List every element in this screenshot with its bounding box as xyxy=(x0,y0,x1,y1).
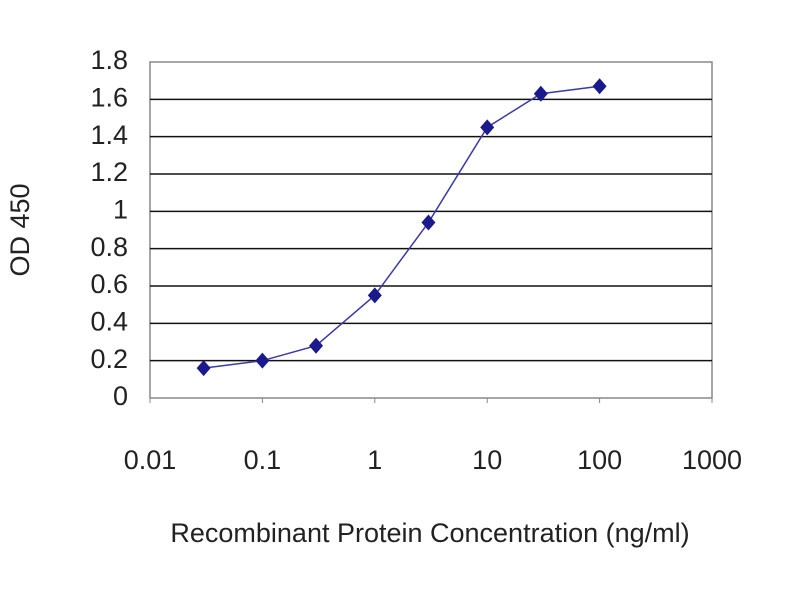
y-tick-label: 0.4 xyxy=(90,306,128,336)
x-tick-label: 0.01 xyxy=(124,445,177,475)
y-tick-label: 0.8 xyxy=(90,232,128,262)
data-point xyxy=(592,78,607,95)
x-tick-label: 1 xyxy=(367,445,382,475)
data-point xyxy=(196,360,211,377)
y-axis-label: OD 450 xyxy=(5,183,35,276)
data-point xyxy=(480,119,495,136)
y-tick-label: 0.6 xyxy=(90,269,128,299)
data-point xyxy=(309,337,324,354)
x-tick-label: 100 xyxy=(577,445,622,475)
x-axis-label: Recombinant Protein Concentration (ng/ml… xyxy=(170,518,689,548)
data-point xyxy=(533,85,548,102)
data-point xyxy=(421,214,436,231)
data-point xyxy=(367,287,382,304)
x-tick-label: 0.1 xyxy=(244,445,282,475)
y-tick-label: 1.4 xyxy=(90,120,128,150)
plot-area xyxy=(149,61,713,399)
x-tick-label: 10 xyxy=(472,445,502,475)
y-tick-label: 0.2 xyxy=(90,344,128,374)
y-tick-label: 0 xyxy=(113,381,128,411)
data-point xyxy=(255,352,270,369)
y-tick-label: 1.6 xyxy=(90,82,128,112)
y-tick-label: 1.2 xyxy=(90,157,128,187)
y-tick-label: 1 xyxy=(113,194,128,224)
x-tick-label: 1000 xyxy=(682,445,742,475)
series-line xyxy=(203,85,600,369)
y-tick-label: 1.8 xyxy=(90,45,128,75)
